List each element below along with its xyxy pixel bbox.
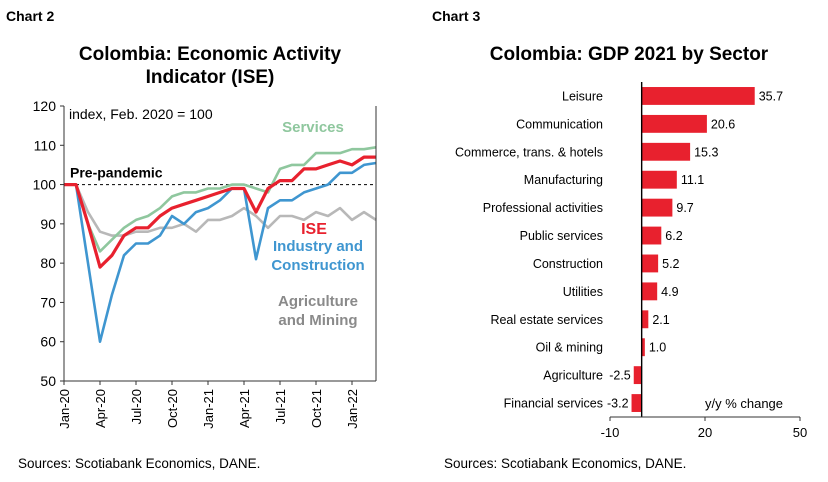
industry-and-construction-series-line <box>64 161 377 343</box>
value-label: 35.7 <box>759 89 783 103</box>
chart-2-x-tick-label: Jan-20 <box>57 389 72 429</box>
chart-2-x-tick-label: Jul-21 <box>273 389 288 424</box>
bar-9 <box>641 338 645 357</box>
bar-7 <box>641 282 658 301</box>
chart-3-label: Chart 3 <box>432 8 481 24</box>
bar-4 <box>641 198 673 217</box>
chart-2-x-tick-label: Apr-21 <box>237 389 252 428</box>
services-series-line <box>64 146 377 253</box>
value-label: 20.6 <box>711 117 735 131</box>
pre-pandemic-label: Pre-pandemic <box>70 165 163 181</box>
value-label: 1.0 <box>649 341 666 355</box>
chart-2-label: Chart 2 <box>6 8 55 24</box>
chart-2-x-tick-label: Jan-22 <box>345 389 360 429</box>
category-label: Communication <box>516 117 603 131</box>
industry-series-label-line2: Construction <box>271 257 364 274</box>
category-label: Professional activities <box>483 201 603 215</box>
chart-2-x-tick-label: Jan-21 <box>201 389 216 429</box>
bar-8 <box>641 310 649 329</box>
chart-3-x-axis-label: y/y % change <box>705 396 783 411</box>
bar-3 <box>641 170 677 189</box>
chart-2-y-tick-label: 100 <box>33 177 57 193</box>
bar-6 <box>641 254 659 273</box>
category-label: Oil & mining <box>536 341 603 355</box>
bar-10 <box>633 366 642 385</box>
category-label: Financial services <box>504 397 603 411</box>
category-label: Utilities <box>563 285 603 299</box>
bar-11 <box>631 394 642 412</box>
chart-2-x-tick-label: Apr-20 <box>93 389 108 428</box>
chart-3-panel: Chart 3 Colombia: GDP 2021 by Sector -10… <box>414 0 828 482</box>
industry-series-label-line1: Industry and <box>273 238 363 255</box>
chart-2-y-tick-label: 90 <box>40 216 56 232</box>
chart-2-y-tick-label: 60 <box>40 334 56 350</box>
gdp-sector-bar-chart: -10 20 50 Leisure Communication Commerce, tr… <box>455 82 807 440</box>
ise-line-chart: 50 60 70 80 90 100 110 120 Jan-20 Apr-20 Jul-20 Oct… <box>33 98 377 429</box>
chart-2-annotation: index, Feb. 2020 = 100 <box>69 106 213 122</box>
bar-0 <box>641 87 755 105</box>
chart-2-title: Colombia: Economic Activity Indicator (I… <box>40 43 380 89</box>
value-label: 15.3 <box>694 145 718 159</box>
chart-2-y-tick-label: 70 <box>40 294 56 310</box>
value-label: 11.1 <box>681 173 704 187</box>
agriculture-series-label-line1: Agriculture <box>278 293 358 310</box>
chart-3-title: Colombia: GDP 2021 by Sector <box>489 44 769 65</box>
ise-series-label: ISE <box>301 221 327 238</box>
chart-3-x-tick-label: 20 <box>698 425 712 440</box>
category-label: Agriculture <box>543 369 603 383</box>
bar-2 <box>641 142 691 161</box>
chart-2-title-line1: Colombia: Economic Activity <box>78 44 342 65</box>
services-series-label: Services <box>282 119 344 136</box>
chart-2-title-line2: Indicator (ISE) <box>145 67 275 88</box>
value-label: 4.9 <box>661 285 678 299</box>
value-label: 9.7 <box>676 201 693 215</box>
agriculture-series-label-line2: and Mining <box>278 312 357 329</box>
category-label: Real estate services <box>490 313 603 327</box>
chart-2-source: Sources: Scotiabank Economics, DANE. <box>18 456 261 471</box>
chart-2-panel: Chart 2 Colombia: Economic Activity Indi… <box>6 8 380 471</box>
chart-3-x-tick-label: 50 <box>793 425 807 440</box>
value-label: 2.1 <box>652 313 669 327</box>
category-label: Public services <box>520 229 603 243</box>
chart-2-y-tick-label: 110 <box>34 137 57 153</box>
chart-2-x-tick-label: Oct-20 <box>165 389 180 428</box>
category-label: Leisure <box>562 89 603 103</box>
chart-2-y-tick-label: 80 <box>40 255 56 271</box>
chart-2-y-tick-label: 120 <box>33 98 57 114</box>
chart-2-y-tick-label: 50 <box>40 373 56 389</box>
chart-2-x-tick-label: Jul-20 <box>129 389 144 424</box>
chart-3-source: Sources: Scotiabank Economics, DANE. <box>444 456 687 471</box>
bar-5 <box>641 226 662 245</box>
category-label: Construction <box>533 257 603 271</box>
value-label: -3.2 <box>607 397 629 411</box>
chart-2-x-tick-label: Oct-21 <box>309 389 324 428</box>
bar-1 <box>641 114 707 133</box>
value-label: 5.2 <box>662 257 679 271</box>
category-label: Commerce, trans. & hotels <box>455 145 603 159</box>
category-label: Manufacturing <box>524 173 603 187</box>
chart-3-x-tick-label: -10 <box>601 425 620 440</box>
value-label: 6.2 <box>665 229 682 243</box>
value-label: -2.5 <box>609 369 631 383</box>
ise-series-line <box>64 155 376 269</box>
